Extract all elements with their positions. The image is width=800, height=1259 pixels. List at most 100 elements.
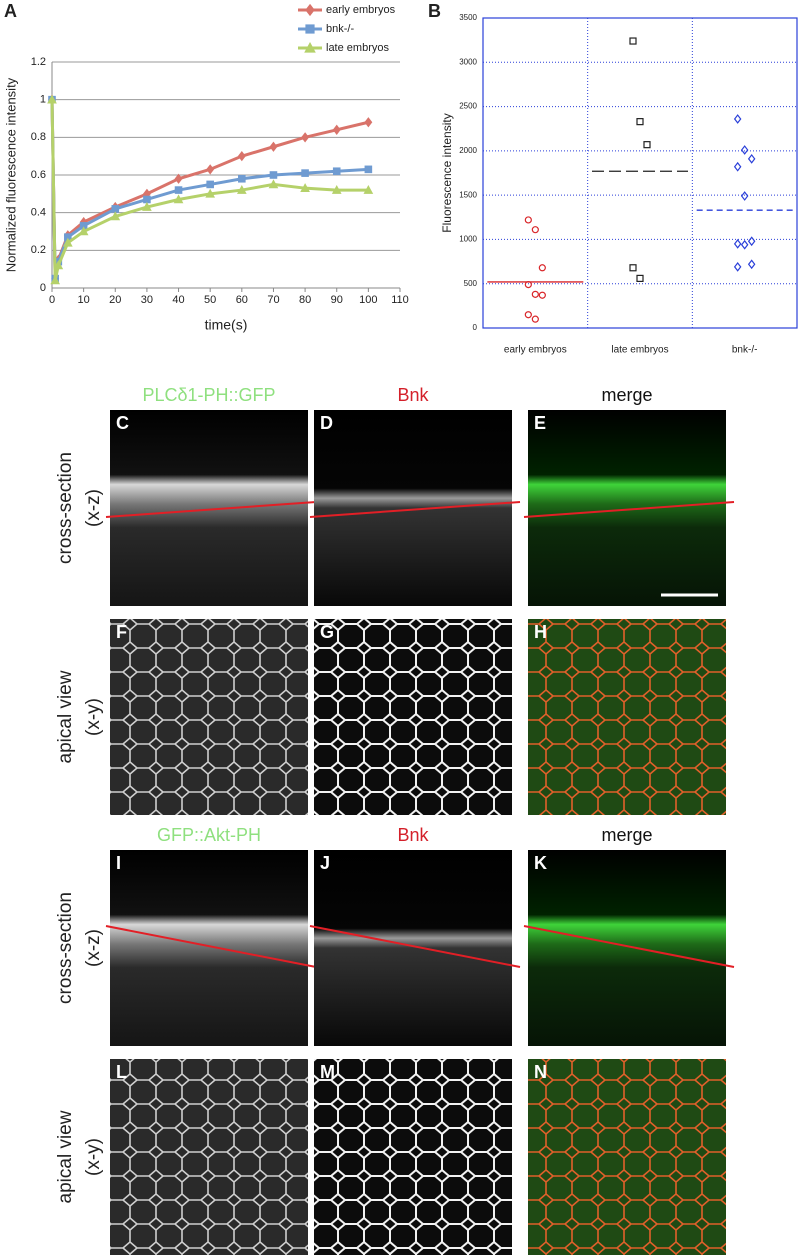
point [331,184,342,194]
point [62,237,73,247]
panel-letter: H [534,622,547,642]
panel-letter: I [116,853,121,873]
point [733,161,742,172]
point [78,226,89,236]
point [205,188,216,198]
y-tick-label: 0.2 [31,244,46,256]
x-tick-label: 20 [109,294,121,306]
point [524,216,532,224]
row-label: (x-z) [83,929,104,967]
panel-letter: E [534,413,546,433]
y-tick-label: 1.2 [31,56,46,68]
point [538,291,546,299]
x-tick-label: 50 [204,294,216,306]
micrograph [528,850,726,1046]
point [332,124,341,135]
point [733,238,742,249]
x-tick-label: 30 [141,294,153,306]
point [733,114,742,124]
section-line [523,925,735,968]
section-line [523,501,735,518]
panel-letter: N [534,1062,547,1082]
point [740,145,749,155]
plot-frame [482,17,798,329]
point [643,141,651,149]
micrograph [528,1059,726,1255]
legend-marker [305,24,315,34]
y-axis-label: Fluorescence intensity [440,113,454,232]
micrograph [110,619,308,815]
point [740,239,749,250]
micrograph [314,1059,512,1255]
panel-letter: L [116,1062,127,1082]
x-tick-label: 100 [359,294,377,306]
x-tick-label: 110 [391,294,409,306]
point [269,141,278,152]
row-label: apical view [55,670,76,763]
y-tick-label: 1000 [459,235,477,244]
point [142,201,152,211]
x-tick-label: 40 [172,294,184,306]
x-tick-label: 0 [49,294,55,306]
point [363,184,374,194]
legend-label: late embryos [326,42,389,54]
row-label: (x-y) [83,698,104,736]
y-tick-label: 1 [40,94,46,106]
point [110,211,121,221]
x-tick-label: 60 [236,294,248,306]
point [206,164,215,175]
point [740,191,749,201]
micrograph [314,410,512,606]
x-axis-label: time(s) [205,317,248,333]
y-tick-label: 1500 [459,190,477,199]
y-tick-label: 0.8 [31,131,46,143]
panel-letter: D [320,413,333,433]
legend-label: early embryos [326,4,396,16]
point [636,274,644,282]
point [174,173,183,184]
column-header: Bnk [397,385,429,405]
row-label: cross-section [55,892,76,1004]
point [173,194,184,204]
micrograph [110,850,308,1046]
point [143,195,151,204]
point [531,290,539,298]
legend-marker [304,41,316,53]
point [531,315,539,323]
section-line [309,501,521,518]
point [332,167,341,176]
point [300,183,310,192]
point [629,37,637,45]
y-tick-label: 0.6 [31,169,46,181]
y-tick-label: 2000 [459,146,477,155]
y-tick-label: 0.4 [31,207,46,219]
x-tick-label: 10 [78,294,90,306]
column-header: Bnk [397,825,429,845]
x-tick-label: bnk-/- [732,345,758,356]
micrograph [528,410,726,606]
legend-marker [305,3,315,17]
panel-letter: C [116,413,129,433]
panel-label: B [428,1,441,21]
panel-letter: M [320,1062,335,1082]
y-tick-label: 0 [473,323,478,332]
series-line [50,99,369,279]
micrograph [528,619,726,815]
point [47,94,57,104]
micrograph [314,850,512,1046]
x-tick-label: 80 [299,294,311,306]
point [733,262,742,272]
point [236,184,247,194]
column-header: GFP::Akt-PH [157,825,261,845]
x-tick-label: late embryos [611,345,668,356]
point [747,236,756,247]
x-tick-label: 90 [331,294,343,306]
micrograph [314,619,512,815]
section-line [309,925,521,968]
section-line [105,925,317,968]
point [269,171,278,179]
panel-label: A [4,1,17,21]
panel-letter: G [320,622,334,642]
